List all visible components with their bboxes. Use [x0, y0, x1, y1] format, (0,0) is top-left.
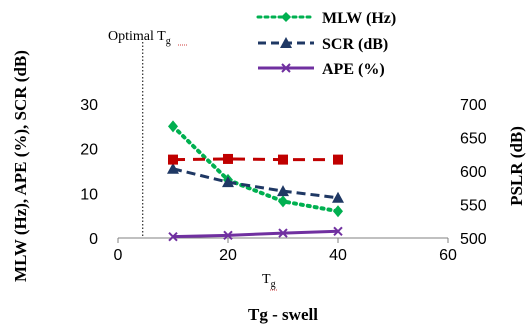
y2-tick-label: 650	[460, 131, 487, 148]
series-line	[172, 229, 339, 239]
y-tick-label: 10	[80, 186, 98, 203]
data-point	[168, 154, 178, 165]
legend-label-mlw: MLW (Hz)	[322, 10, 396, 27]
data-point	[332, 191, 344, 203]
series-1	[167, 162, 344, 203]
y2-tick-label: 550	[460, 198, 487, 215]
series-line	[171, 124, 340, 214]
data-point	[168, 231, 178, 242]
optimal-label-sub: g	[166, 36, 171, 47]
data-point	[278, 228, 288, 238]
data-point	[278, 154, 288, 165]
legend-label-scr: SCR (dB)	[322, 36, 388, 53]
y2-axis-title: PSLR (dB)	[507, 126, 526, 206]
plot-area: 0 10 20 30 500 550 600 650 700 0 20 40 60	[80, 42, 487, 264]
legend: MLW (Hz) SCR (dB) APE (%)	[256, 10, 396, 78]
y-tick-label: 20	[80, 142, 98, 159]
data-point	[168, 120, 178, 133]
y-tick-labels: 0 10 20 30	[80, 97, 98, 248]
legend-marker-scr	[280, 37, 292, 48]
data-point	[333, 205, 343, 218]
data-point	[333, 154, 343, 165]
x-tick-label: 0	[114, 247, 123, 264]
legend-marker-mlw	[281, 12, 291, 22]
data-point	[167, 162, 179, 174]
y2-tick-label: 700	[460, 97, 487, 114]
legend-label-ape: APE (%)	[322, 61, 385, 78]
data-point	[278, 195, 288, 208]
data-point	[333, 226, 343, 237]
series-0	[168, 120, 343, 218]
data-point	[223, 230, 233, 241]
y-tick-label: 30	[80, 97, 98, 114]
legend-marker-ape	[281, 63, 291, 73]
data-point	[222, 176, 234, 188]
y2-tick-labels: 500 550 600 650 700	[460, 97, 487, 248]
y-axis-title: MLW (Hz), APE (%), SCR (dB)	[11, 50, 30, 282]
axis-note: Tg	[262, 272, 276, 290]
y2-tick-label: 600	[460, 164, 487, 181]
y-tick-label: 0	[89, 231, 98, 248]
series-line	[172, 157, 338, 162]
data-point	[223, 153, 233, 164]
y2-tick-label: 500	[460, 231, 487, 248]
series-line	[172, 167, 339, 200]
optimal-label-main: Optimal T	[108, 29, 166, 44]
data-point	[277, 185, 289, 197]
axis-note-sub: g	[271, 279, 276, 290]
series-2	[168, 226, 343, 242]
series-layer	[167, 120, 344, 242]
axis-note-main: T	[262, 272, 271, 287]
x-tick-label: 20	[219, 247, 237, 264]
optimal-label: Optimal Tg	[108, 29, 171, 47]
x-tick-marks	[117, 238, 449, 243]
x-tick-label: 60	[439, 247, 457, 264]
series-3	[168, 153, 343, 165]
x-axis-title: Tg - swell	[248, 305, 318, 324]
x-tick-label: 40	[329, 247, 347, 264]
x-tick-labels: 0 20 40 60	[114, 247, 457, 264]
